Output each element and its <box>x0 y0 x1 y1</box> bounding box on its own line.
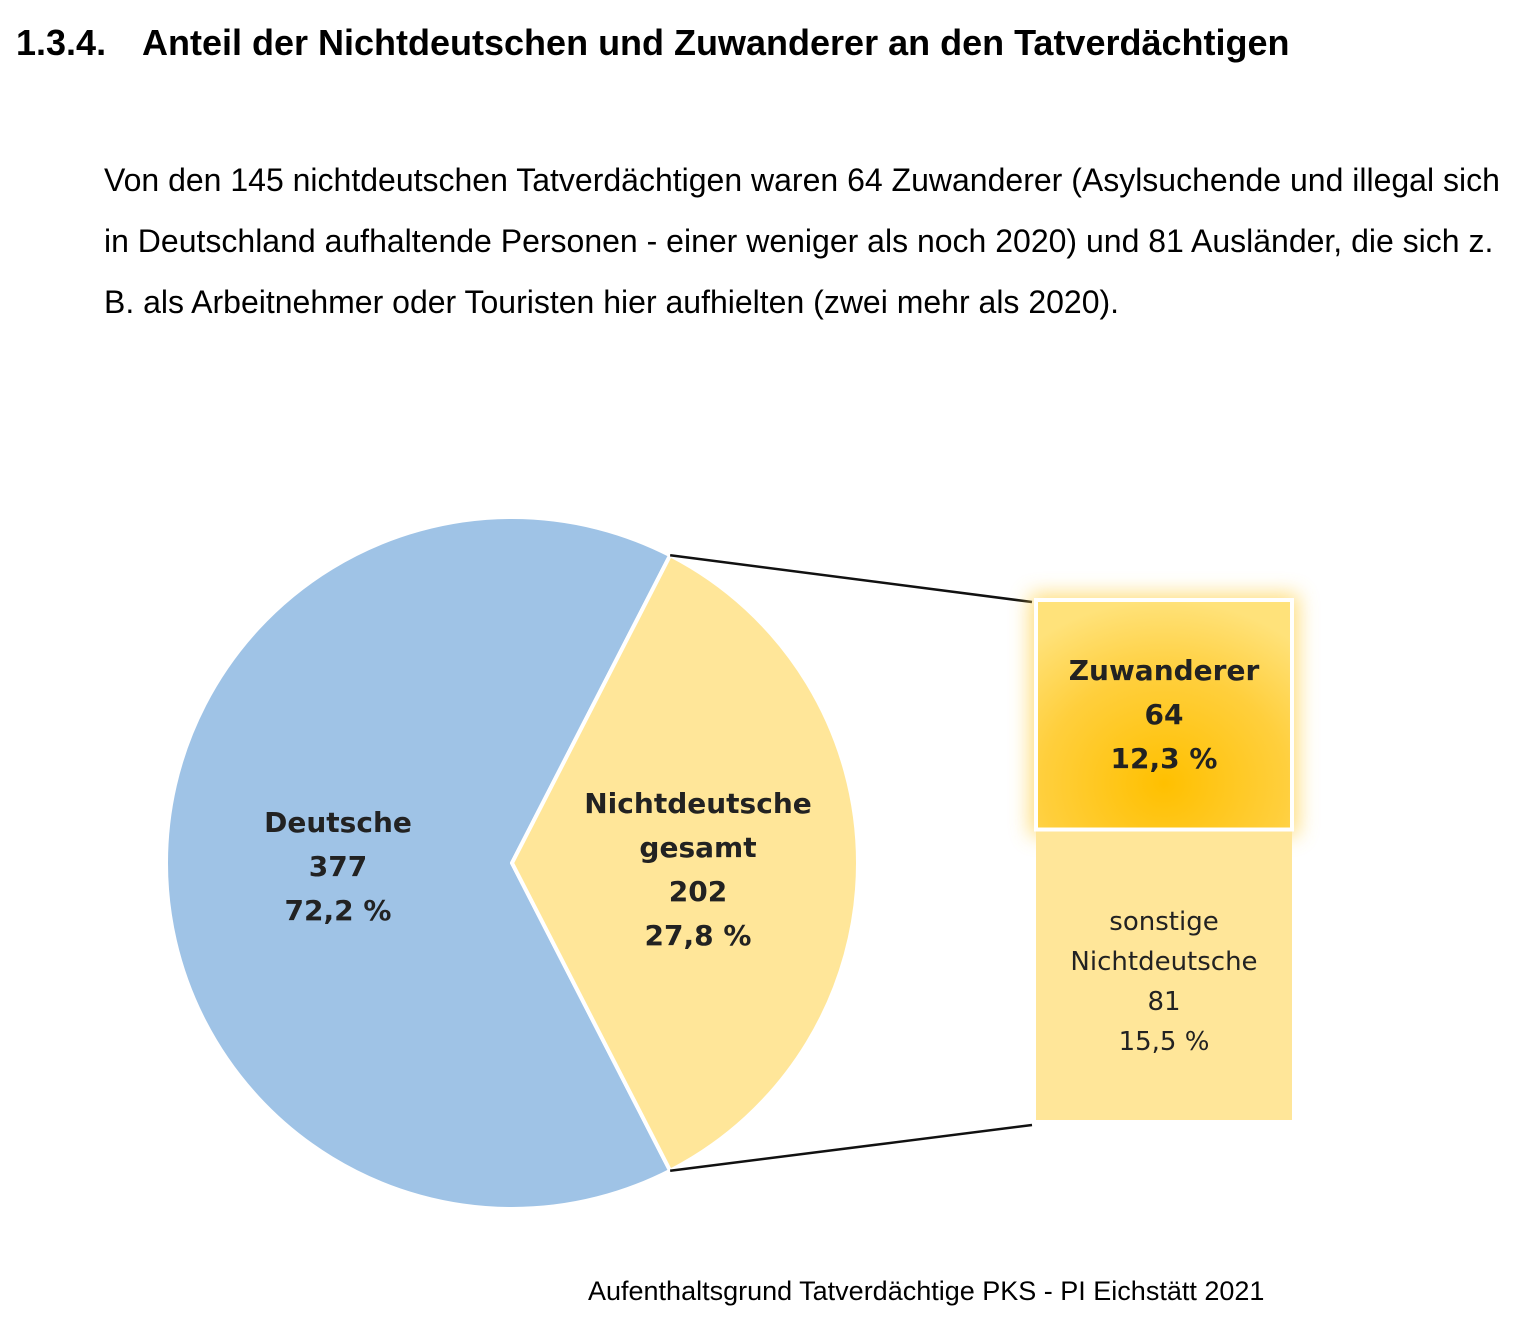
deutsche-label: Deutsche <box>264 806 412 839</box>
connector-line-bottom <box>670 1123 1033 1172</box>
section-number: 1.3.4. <box>16 22 107 63</box>
deutsche-percent: 72,2 % <box>285 894 392 927</box>
deutsche-value: 377 <box>309 850 367 883</box>
bar-segment-sonstige <box>1036 829 1292 1120</box>
sonstige-percent: 15,5 % <box>1119 1027 1210 1057</box>
sonstige-label: sonstige <box>1109 907 1218 937</box>
nichtdeutsche-value: 202 <box>669 875 727 908</box>
section-heading: 1.3.4. Anteil der Nichtdeutschen und Zuwa… <box>16 22 1290 64</box>
pie: Deutsche 377 72,2 % Nichtdeutsche gesamt 202 2… <box>163 515 860 1211</box>
zuwanderer-percent: 12,3 % <box>1111 742 1218 775</box>
connector-lines <box>670 554 1033 1172</box>
intro-paragraph: Von den 145 nichtdeutschen Tatverdächtig… <box>104 162 1500 320</box>
nichtdeutsche-label: Nichtdeutsche <box>584 787 812 820</box>
section-title: Anteil der Nichtdeutschen und Zuwanderer… <box>142 22 1290 63</box>
sonstige-value: 81 <box>1147 987 1180 1017</box>
pie-slice-nichtdeutsche <box>510 553 860 1173</box>
nichtdeutsche-label: gesamt <box>639 831 756 864</box>
breakdown-bar: Zuwanderer 64 12,3 % sonstige Nichtdeutsche 8… <box>1030 594 1298 1120</box>
pie-slice-deutsche <box>163 515 673 1211</box>
chart-caption: Aufenthaltsgrund Tatverdächtige PKS - PI… <box>588 1276 1265 1306</box>
zuwanderer-label: Zuwanderer <box>1069 654 1260 687</box>
sonstige-label: Nichtdeutsche <box>1070 947 1257 977</box>
connector-line-top <box>670 554 1033 604</box>
zuwanderer-value: 64 <box>1145 698 1184 731</box>
bar-segment-zuwanderer <box>1034 598 1294 832</box>
nichtdeutsche-percent: 27,8 % <box>645 919 752 952</box>
